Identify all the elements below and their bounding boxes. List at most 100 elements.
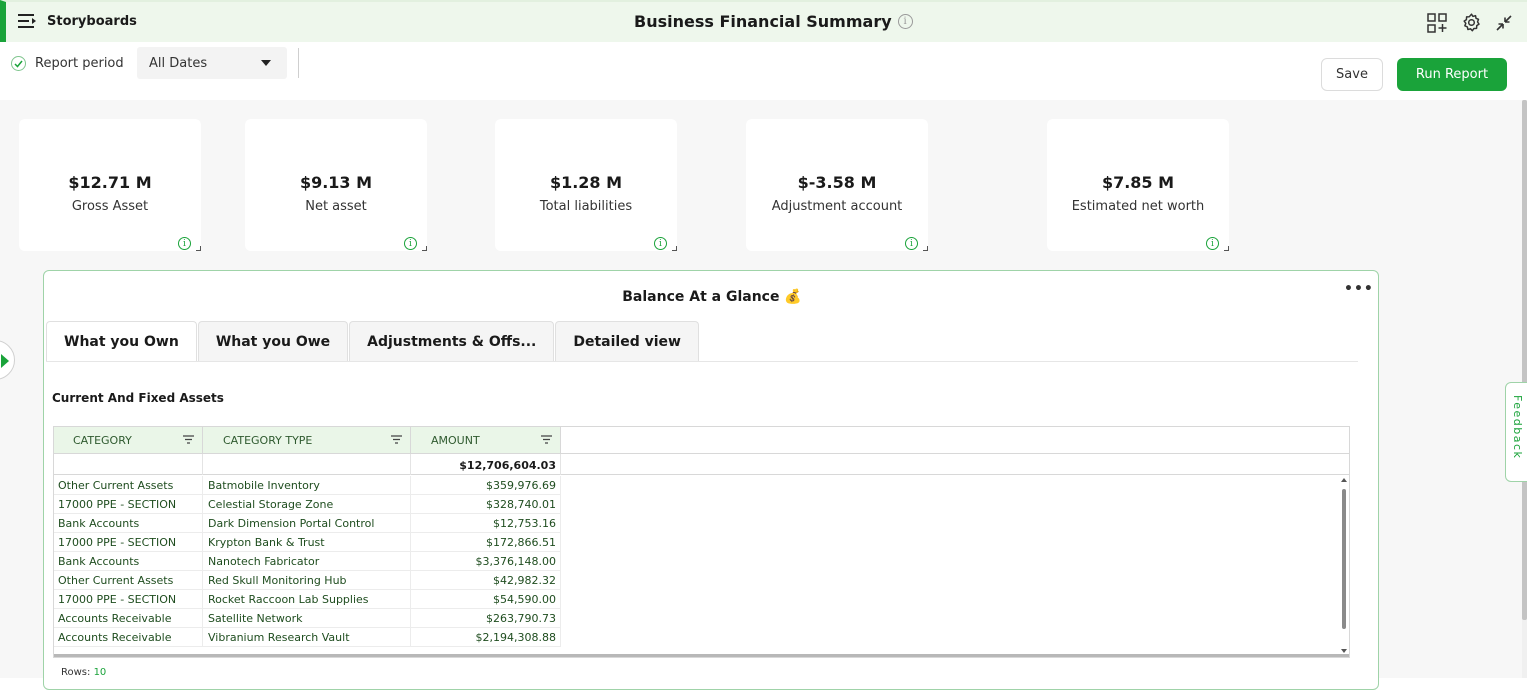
- total-cell: $12,706,604.03: [411, 454, 561, 475]
- info-icon[interactable]: i: [654, 237, 667, 250]
- table-row[interactable]: Other Current Assets Batmobile Inventory…: [54, 476, 561, 495]
- cell-category: Bank Accounts: [54, 552, 203, 571]
- table-row[interactable]: Other Current Assets Red Skull Monitorin…: [54, 571, 561, 590]
- table-row[interactable]: Bank Accounts Nanotech Fabricator $3,376…: [54, 552, 561, 571]
- total-cell: [54, 454, 203, 475]
- page-title-group: Business Financial Summary i: [634, 12, 913, 31]
- resize-handle-icon[interactable]: [923, 246, 928, 251]
- info-icon[interactable]: i: [905, 237, 918, 250]
- kpi-value: $9.13 M: [299, 173, 373, 192]
- resize-handle-icon[interactable]: [1224, 246, 1229, 251]
- cell-amount: $54,590.00: [411, 590, 561, 609]
- cell-text: Rocket Raccoon Lab Supplies: [208, 593, 369, 606]
- cell-category: 17000 PPE - SECTION: [54, 533, 203, 552]
- section-title: Current And Fixed Assets: [52, 391, 224, 405]
- tab-what-you-owe[interactable]: What you Owe: [197, 321, 349, 361]
- cell-text: $359,976.69: [486, 479, 556, 492]
- column-header-category[interactable]: CATEGORY: [54, 427, 203, 454]
- kpi-card-net-asset[interactable]: $9.13 M Net asset i: [245, 119, 427, 251]
- cell-text: 17000 PPE - SECTION: [58, 536, 177, 549]
- info-icon[interactable]: i: [897, 14, 913, 29]
- cell-text: Bank Accounts: [58, 555, 140, 568]
- cell-text: Celestial Storage Zone: [208, 498, 334, 511]
- cell-text: 17000 PPE - SECTION: [58, 498, 177, 511]
- cell-category-type: Nanotech Fabricator: [203, 552, 411, 571]
- cell-text: Red Skull Monitoring Hub: [208, 574, 347, 587]
- tabs-divider: [46, 361, 1358, 362]
- table-horizontal-scrollbar[interactable]: [54, 654, 1349, 657]
- assets-table: CATEGORY CATEGORY TYPE AMOUNT $12,706,60…: [53, 426, 1350, 658]
- scroll-down-icon[interactable]: [1341, 649, 1347, 653]
- cell-text: Krypton Bank & Trust: [208, 536, 325, 549]
- column-header-category-type[interactable]: CATEGORY TYPE: [203, 427, 411, 454]
- page-scrollbar-thumb[interactable]: [1522, 100, 1527, 620]
- tab-adjustments-offsets[interactable]: Adjustments & Offs...: [349, 321, 555, 361]
- table-row[interactable]: 17000 PPE - SECTION Krypton Bank & Trust…: [54, 533, 561, 552]
- rows-count-value: 10: [93, 667, 107, 678]
- run-report-button[interactable]: Run Report: [1397, 58, 1507, 91]
- more-options-icon[interactable]: •••: [1344, 281, 1374, 297]
- table-scrollbar-thumb[interactable]: [1342, 489, 1346, 629]
- scroll-up-icon[interactable]: [1341, 478, 1347, 482]
- kpi-card-gross-asset[interactable]: $12.71 M Gross Asset i: [19, 119, 201, 251]
- table-row[interactable]: 17000 PPE - SECTION Rocket Raccoon Lab S…: [54, 590, 561, 609]
- resize-handle-icon[interactable]: [672, 246, 677, 251]
- panel-title: Balance At a Glance 💰: [622, 289, 802, 305]
- kpi-label: Estimated net worth: [1071, 199, 1205, 214]
- app-name[interactable]: Storyboards: [47, 14, 137, 29]
- cell-category: Accounts Receivable: [54, 609, 203, 628]
- filter-icon[interactable]: [541, 435, 552, 444]
- filter-icon[interactable]: [183, 435, 194, 444]
- filter-bar: Report period All Dates Save Run Report: [0, 42, 1527, 100]
- menu-icon[interactable]: [18, 13, 38, 33]
- kpi-label: Gross Asset: [71, 199, 149, 214]
- cell-text: Accounts Receivable: [58, 631, 172, 644]
- table-row[interactable]: 17000 PPE - SECTION Celestial Storage Zo…: [54, 495, 561, 514]
- cell-amount: $172,866.51: [411, 533, 561, 552]
- cell-text: Other Current Assets: [58, 574, 174, 587]
- add-widget-icon[interactable]: [1427, 12, 1447, 37]
- column-header-label: CATEGORY: [73, 434, 132, 447]
- report-period-select[interactable]: All Dates: [137, 47, 287, 79]
- kpi-label: Adjustment account: [771, 199, 903, 214]
- cell-text: $54,590.00: [493, 593, 556, 606]
- cell-text: $172,866.51: [486, 536, 556, 549]
- save-button[interactable]: Save: [1321, 58, 1383, 91]
- info-icon[interactable]: i: [1206, 237, 1219, 250]
- info-icon[interactable]: i: [178, 237, 191, 250]
- table-row[interactable]: Accounts Receivable Vibranium Research V…: [54, 628, 561, 647]
- filter-icon[interactable]: [391, 435, 402, 444]
- cell-text: $2,194,308.88: [475, 631, 556, 644]
- table-row[interactable]: Accounts Receivable Satellite Network $2…: [54, 609, 561, 628]
- cell-text: $42,982.32: [493, 574, 556, 587]
- rows-count-label: Rows:: [61, 667, 91, 678]
- resize-handle-icon[interactable]: [422, 246, 427, 251]
- kpi-card-estimated-net-worth[interactable]: $7.85 M Estimated net worth i: [1047, 119, 1229, 251]
- cell-text: $263,790.73: [486, 612, 556, 625]
- top-bar: Storyboards Business Financial Summary i: [0, 0, 1527, 42]
- cell-text: Other Current Assets: [58, 479, 174, 492]
- cell-amount: $263,790.73: [411, 609, 561, 628]
- chevron-right-icon: [1, 354, 9, 368]
- cell-category: Other Current Assets: [54, 476, 203, 495]
- cell-amount: $328,740.01: [411, 495, 561, 514]
- cell-text: Vibranium Research Vault: [208, 631, 350, 644]
- report-period-value: All Dates: [149, 56, 208, 71]
- collapse-icon[interactable]: [1496, 14, 1512, 35]
- cell-text: 17000 PPE - SECTION: [58, 593, 177, 606]
- tab-detailed-view[interactable]: Detailed view: [555, 321, 699, 361]
- info-icon[interactable]: i: [404, 237, 417, 250]
- gear-icon[interactable]: [1461, 12, 1482, 37]
- column-header-amount[interactable]: AMOUNT: [411, 427, 561, 454]
- cell-amount: $12,753.16: [411, 514, 561, 533]
- kpi-card-total-liabilities[interactable]: $1.28 M Total liabilities i: [495, 119, 677, 251]
- feedback-tab[interactable]: Feedback: [1505, 382, 1527, 482]
- resize-handle-icon[interactable]: [196, 246, 201, 251]
- report-period-label: Report period: [35, 56, 124, 71]
- kpi-card-adjustment-account[interactable]: $-3.58 M Adjustment account i: [746, 119, 928, 251]
- table-row[interactable]: Bank Accounts Dark Dimension Portal Cont…: [54, 514, 561, 533]
- cell-amount: $42,982.32: [411, 571, 561, 590]
- tab-what-you-own[interactable]: What you Own: [46, 321, 197, 361]
- balance-panel: Balance At a Glance 💰 ••• What you Own W…: [43, 270, 1379, 690]
- report-period-checkbox[interactable]: [11, 56, 26, 71]
